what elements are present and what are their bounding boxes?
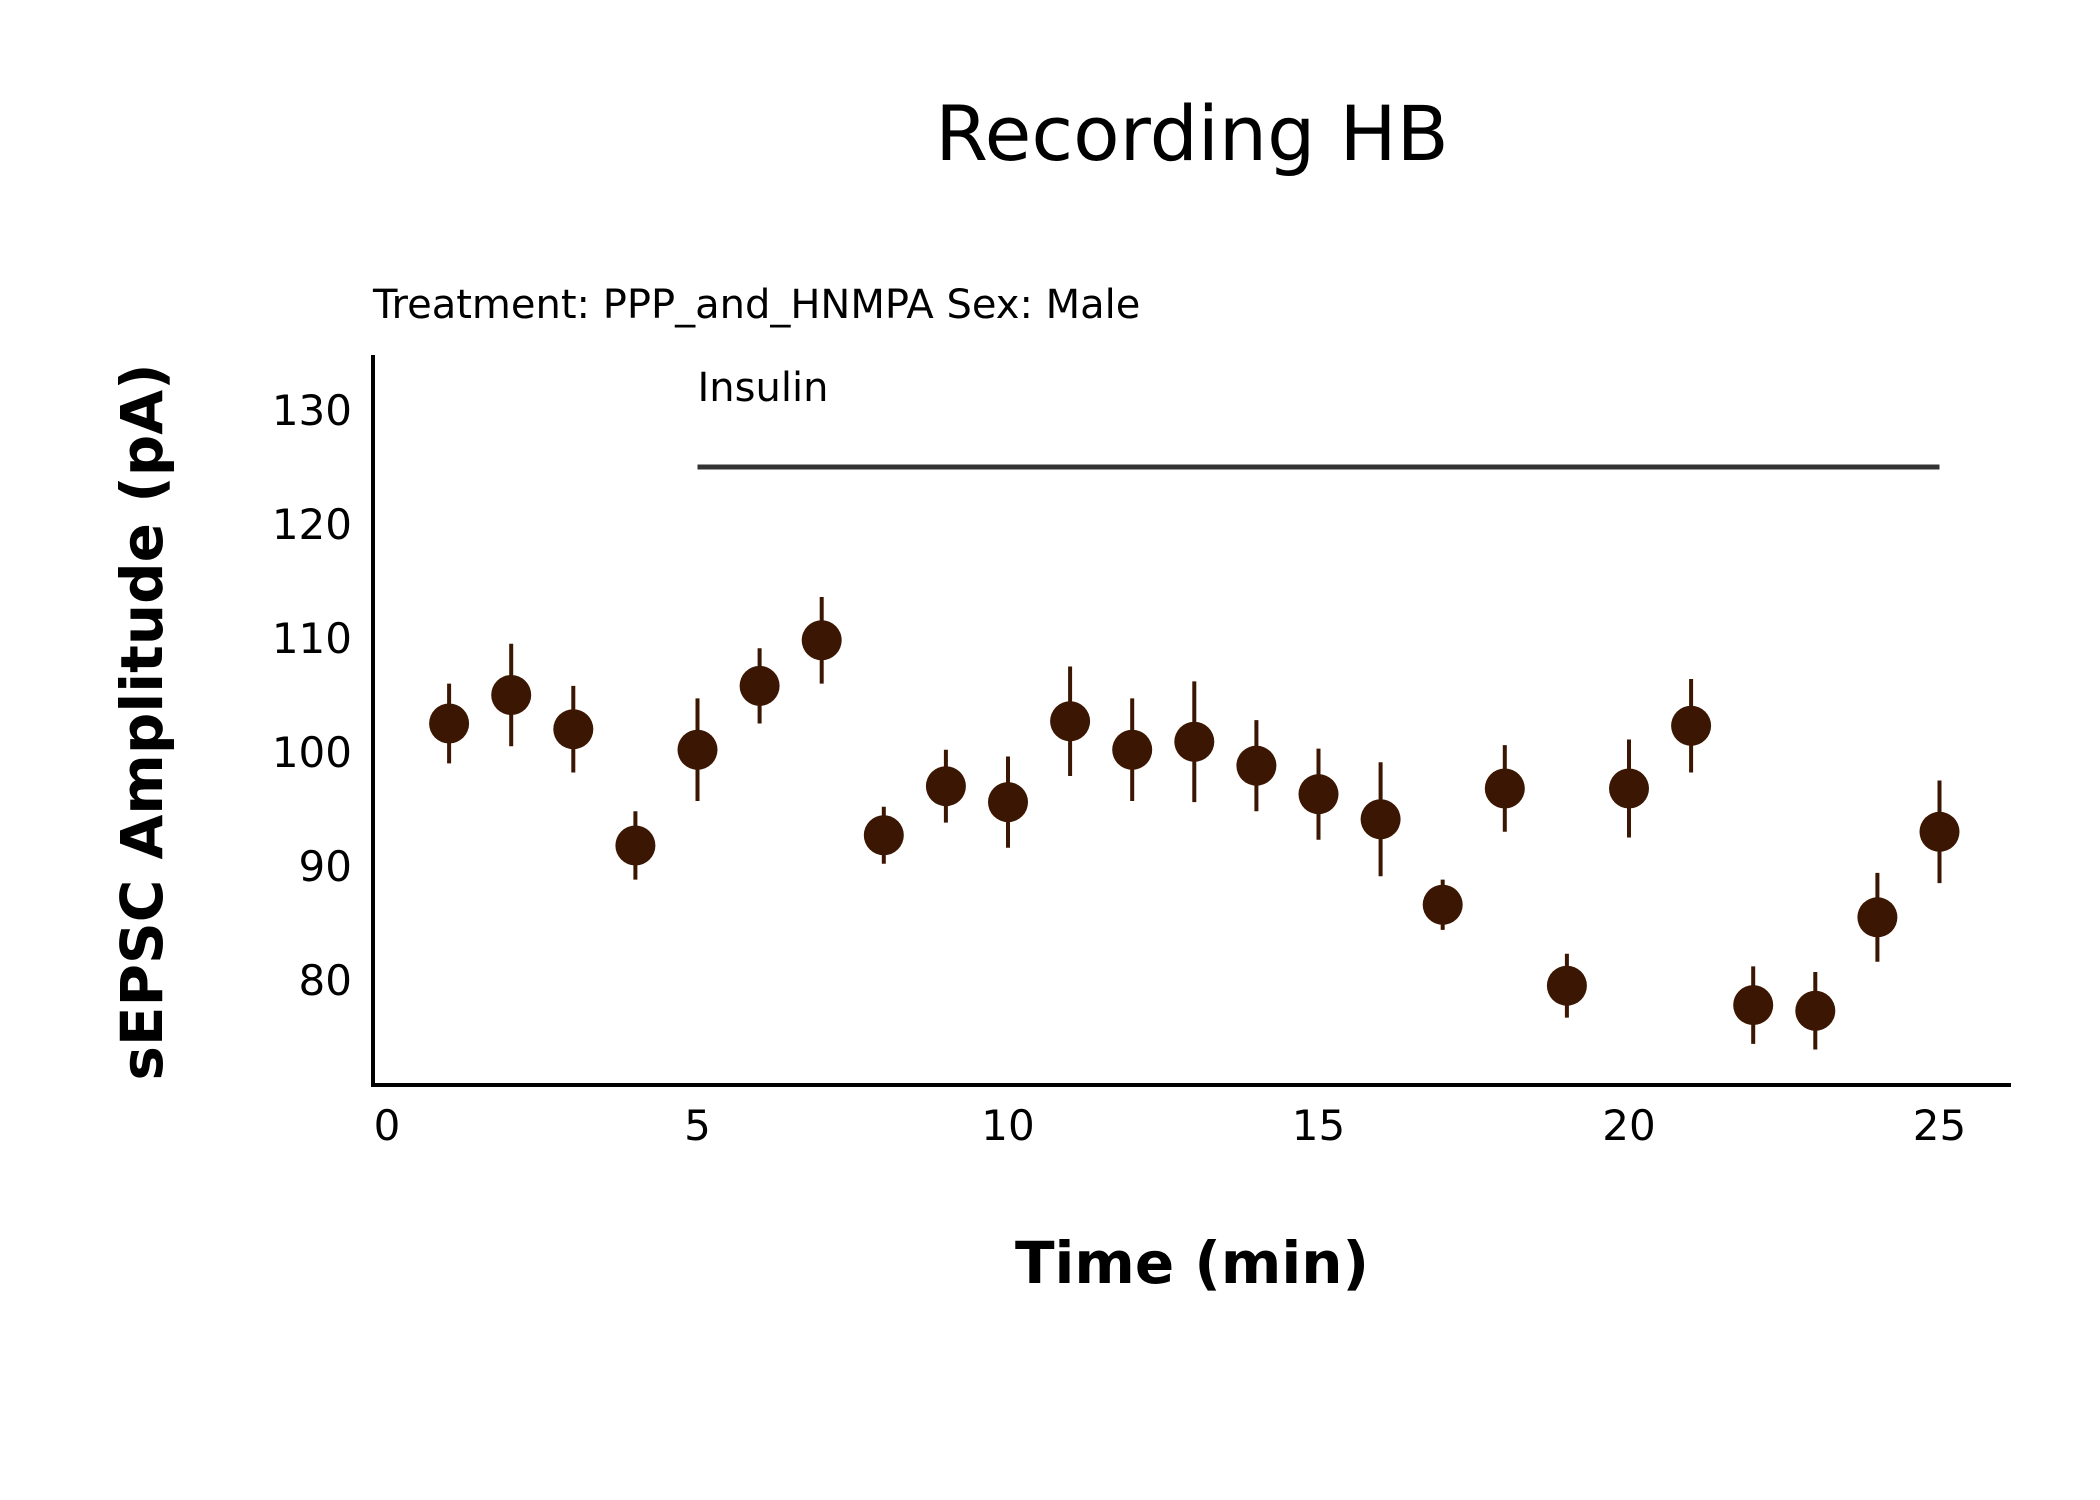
data-point (925, 766, 966, 807)
data-point (1857, 897, 1898, 938)
y-tick-labels: 80 90 100 110 120 130 (272, 386, 352, 1005)
data-point (1919, 811, 1960, 852)
errorbar-layer (447, 596, 1942, 1050)
y-tick-label: 90 (299, 842, 352, 891)
data-point (1795, 990, 1836, 1031)
y-tick-label: 120 (272, 500, 352, 549)
data-point (1360, 799, 1401, 840)
data-point (988, 782, 1028, 823)
data-point (615, 825, 656, 866)
data-point (1733, 985, 1774, 1026)
y-tick-label: 80 (299, 956, 352, 1005)
chart-title: Recording HB (935, 89, 1449, 178)
data-point (677, 729, 718, 770)
data-point (1484, 768, 1525, 809)
data-point (863, 815, 904, 856)
data-point (1236, 745, 1277, 786)
data-point (1609, 768, 1649, 809)
insulin-label: Insulin (698, 365, 829, 411)
y-tick-label: 130 (272, 386, 352, 435)
data-point (491, 675, 532, 715)
y-tick-label: 110 (272, 614, 352, 663)
y-tick-label: 100 (272, 728, 352, 777)
data-point (1174, 721, 1215, 762)
data-point (739, 665, 780, 706)
data-point (553, 709, 594, 750)
data-point (1050, 701, 1091, 742)
data-point (801, 620, 842, 661)
data-point (1671, 705, 1712, 746)
x-tick-label: 0 (374, 1101, 401, 1150)
point-layer (429, 620, 1960, 1031)
x-tick-label: 10 (981, 1101, 1034, 1150)
x-tick-labels: 0 5 10 15 20 25 (374, 1101, 1967, 1150)
x-tick-label: 5 (684, 1101, 711, 1150)
x-tick-label: 15 (1292, 1101, 1345, 1150)
x-tick-label: 20 (1602, 1101, 1655, 1150)
chart-subtitle: Treatment: PPP_and_HNMPA Sex: Male (372, 282, 1140, 328)
data-point (1422, 884, 1463, 925)
x-axis-label: Time (min) (1015, 1229, 1369, 1297)
y-axis-label: sEPSC Amplitude (pA) (108, 363, 176, 1080)
annotation-layer: Insulin (697, 365, 1940, 470)
data-point (429, 703, 470, 744)
data-point (1112, 729, 1153, 770)
data-point (1546, 965, 1587, 1006)
data-point (1298, 774, 1339, 815)
x-tick-label: 25 (1913, 1101, 1966, 1150)
